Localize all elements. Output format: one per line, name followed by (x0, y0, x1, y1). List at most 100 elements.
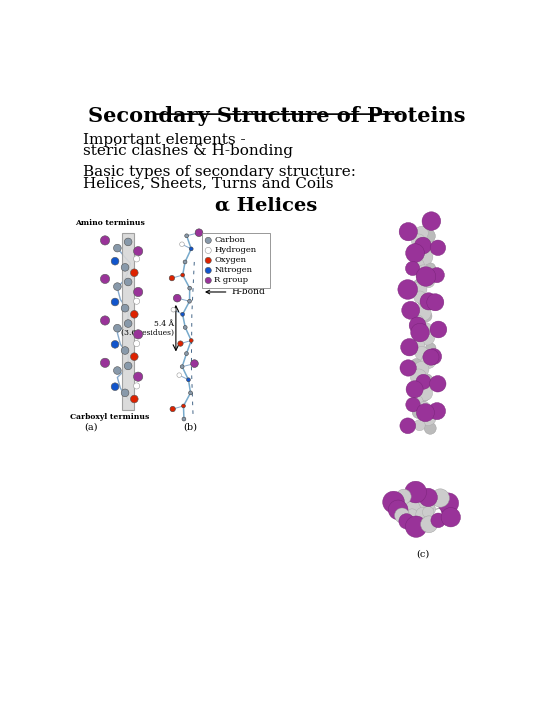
Circle shape (124, 238, 132, 246)
Circle shape (183, 260, 187, 264)
Circle shape (415, 265, 432, 282)
Circle shape (170, 406, 176, 412)
Circle shape (412, 498, 425, 510)
Circle shape (205, 267, 211, 274)
Circle shape (416, 402, 431, 417)
Circle shape (406, 516, 427, 537)
Circle shape (413, 282, 427, 297)
Circle shape (416, 404, 435, 422)
Circle shape (169, 276, 174, 281)
Circle shape (411, 323, 429, 342)
Circle shape (121, 264, 129, 271)
Circle shape (429, 268, 444, 283)
Circle shape (441, 503, 455, 517)
Circle shape (400, 360, 416, 376)
Circle shape (409, 317, 426, 334)
Circle shape (420, 293, 437, 310)
Text: (a): (a) (84, 423, 98, 432)
Circle shape (383, 491, 404, 513)
Circle shape (420, 498, 435, 513)
Text: Nitrogen: Nitrogen (214, 266, 252, 274)
Circle shape (181, 312, 185, 316)
Circle shape (133, 372, 143, 382)
Circle shape (205, 257, 211, 264)
Circle shape (180, 242, 184, 246)
Circle shape (124, 320, 132, 328)
Circle shape (430, 240, 445, 256)
Circle shape (410, 369, 427, 385)
Text: steric clashes & H-bonding: steric clashes & H-bonding (83, 144, 293, 158)
Circle shape (121, 389, 129, 397)
Circle shape (205, 277, 211, 284)
Circle shape (187, 300, 192, 303)
Circle shape (113, 283, 121, 290)
Circle shape (420, 409, 436, 426)
Circle shape (183, 325, 187, 329)
Circle shape (180, 365, 184, 369)
Circle shape (414, 420, 425, 431)
Text: α Helices: α Helices (215, 197, 318, 215)
Circle shape (421, 274, 435, 288)
Circle shape (406, 243, 424, 263)
Circle shape (422, 300, 434, 311)
Circle shape (416, 507, 430, 521)
Circle shape (131, 269, 138, 276)
Circle shape (188, 287, 192, 290)
Circle shape (418, 391, 429, 402)
Circle shape (100, 235, 110, 245)
Circle shape (398, 279, 417, 300)
Circle shape (411, 258, 424, 271)
Circle shape (133, 341, 140, 346)
Circle shape (438, 493, 458, 513)
Circle shape (405, 481, 427, 503)
Text: Carboxyl terminus: Carboxyl terminus (70, 413, 150, 421)
Circle shape (421, 310, 432, 322)
Circle shape (423, 503, 436, 516)
Circle shape (399, 513, 414, 529)
Circle shape (415, 226, 428, 240)
Circle shape (402, 302, 420, 319)
Circle shape (418, 250, 433, 264)
Circle shape (121, 346, 129, 354)
Circle shape (411, 327, 422, 338)
Circle shape (411, 234, 426, 248)
Circle shape (406, 261, 420, 276)
Circle shape (407, 509, 418, 520)
Circle shape (414, 237, 431, 254)
Text: Important elements -: Important elements - (83, 132, 245, 147)
Circle shape (411, 359, 422, 370)
Text: Carbon: Carbon (214, 236, 245, 244)
Circle shape (419, 488, 437, 507)
Circle shape (181, 404, 185, 408)
Text: Oxygen: Oxygen (214, 256, 246, 264)
Circle shape (133, 256, 140, 262)
Circle shape (416, 305, 431, 321)
Circle shape (186, 378, 191, 382)
Circle shape (133, 287, 143, 297)
Circle shape (121, 305, 129, 312)
Circle shape (414, 361, 429, 377)
Circle shape (431, 513, 445, 528)
Circle shape (416, 266, 436, 287)
Circle shape (423, 349, 439, 365)
Circle shape (421, 379, 434, 392)
Circle shape (401, 338, 418, 356)
Circle shape (100, 359, 110, 367)
Circle shape (185, 234, 188, 238)
Circle shape (418, 386, 433, 400)
Circle shape (178, 341, 183, 346)
Circle shape (100, 316, 110, 325)
Circle shape (111, 298, 119, 306)
Circle shape (177, 373, 181, 377)
Circle shape (412, 315, 424, 327)
Circle shape (113, 244, 121, 252)
Circle shape (406, 397, 420, 412)
Circle shape (182, 417, 186, 421)
Circle shape (421, 243, 433, 255)
Circle shape (133, 330, 143, 339)
Bar (122, 233, 134, 410)
Text: Helices, Sheets, Turns and Coils: Helices, Sheets, Turns and Coils (83, 176, 333, 191)
Circle shape (414, 279, 423, 289)
Circle shape (111, 341, 119, 348)
Circle shape (171, 307, 176, 312)
